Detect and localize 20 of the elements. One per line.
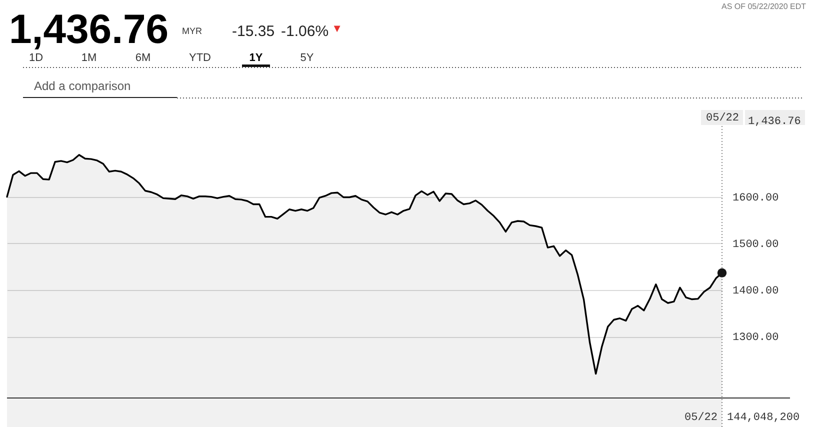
text: AS OF 05/22/2020 EDT: [722, 2, 806, 11]
text: MYR: [182, 26, 202, 36]
text: YTD: [189, 52, 212, 64]
text: ▼: [332, 23, 342, 35]
text: 1,436.76: [748, 116, 801, 128]
y-tick-label: 1500.00: [732, 238, 779, 251]
text: -1.06%: [281, 23, 329, 40]
text: 5Y: [300, 52, 314, 64]
text: Add a comparison: [34, 79, 131, 93]
text: 1,436.76: [9, 6, 169, 52]
text: 1Y: [249, 52, 264, 64]
text: 144,048,200: [727, 412, 800, 424]
y-tick-label: 1600.00: [732, 192, 779, 204]
text: 6M: [135, 52, 151, 64]
text: 1D: [28, 52, 44, 64]
text: 1M: [81, 52, 97, 64]
text: -15.35: [232, 23, 275, 40]
y-tick-label: 1400.00: [732, 285, 779, 298]
y-tick-label: 1300.00: [732, 332, 779, 344]
text: 05/22: [684, 412, 718, 424]
